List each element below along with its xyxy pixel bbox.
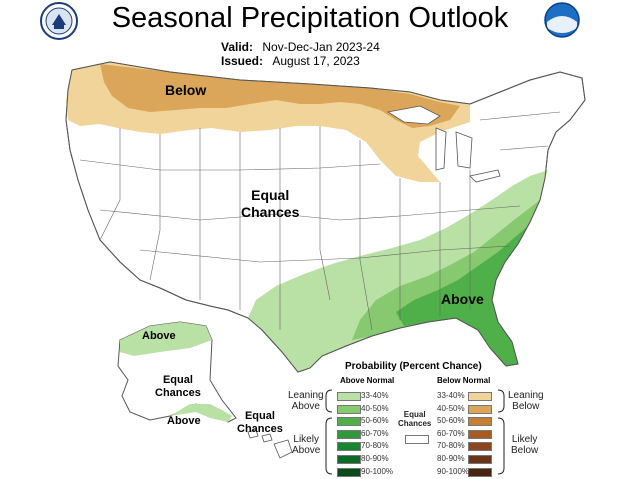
above-legend-range-label: 50-60% bbox=[361, 416, 389, 426]
issued-value: August 17, 2023 bbox=[272, 54, 360, 68]
equal-line-2: Chances bbox=[241, 204, 300, 220]
above-label: Above bbox=[441, 291, 484, 307]
hi-equal-line-2: Chances bbox=[237, 423, 283, 435]
below-legend-range-label: 80-90% bbox=[437, 454, 465, 463]
equal-line-1: Equal bbox=[251, 187, 290, 203]
alaska-equal-label: Equal Chances bbox=[155, 374, 201, 400]
likely-above-line-2: Above bbox=[292, 445, 321, 456]
above-legend-swatch bbox=[337, 429, 361, 439]
likely-below-line-1: Likely bbox=[511, 434, 538, 445]
below-legend-range-label: 50-60% bbox=[437, 416, 465, 426]
issued-label: Issued: bbox=[221, 54, 264, 68]
legend-leaning-above: Leaning Above bbox=[288, 390, 324, 412]
above-legend-swatch bbox=[337, 404, 361, 414]
above-legend-range-label: 40-50% bbox=[361, 403, 389, 413]
below-normal-header: Below Normal bbox=[437, 376, 491, 385]
likely-below-line-2: Below bbox=[511, 445, 539, 456]
likely-above-line-1: Likely bbox=[293, 434, 319, 445]
legend-likely-above: Likely Above bbox=[292, 434, 320, 456]
ak-equal-line-1: Equal bbox=[162, 374, 193, 386]
below-legend-range-label: 90-100% bbox=[437, 466, 470, 476]
above-legend-range-label: 60-70% bbox=[361, 428, 389, 438]
valid-line: Valid: Nov-Dec-Jan 2023-24 bbox=[221, 40, 380, 54]
legend-equal-swatch bbox=[405, 435, 429, 444]
below-legend-swatch bbox=[468, 417, 492, 427]
below-legend-swatch bbox=[468, 429, 492, 439]
below-legend-swatch bbox=[468, 404, 492, 414]
legend-title: Probability (Percent Chance) bbox=[345, 361, 482, 372]
hawaii bbox=[247, 429, 293, 459]
alaska-above-south bbox=[170, 404, 232, 422]
below-label: Below bbox=[165, 82, 207, 98]
noaa-logo-icon bbox=[544, 2, 580, 38]
above-legend-range-label: 80-90% bbox=[361, 454, 389, 463]
below-legend-swatch bbox=[468, 467, 492, 477]
above-normal-header: Above Normal bbox=[340, 376, 395, 385]
below-mid-region bbox=[100, 64, 460, 128]
valid-label: Valid: bbox=[221, 40, 254, 54]
legend-equal-line-2: Chances bbox=[398, 419, 432, 428]
legend-likely-below: Likely Below bbox=[511, 434, 538, 456]
alaska-above-north bbox=[120, 322, 212, 356]
below-legend-range-label: 33-40% bbox=[437, 391, 465, 400]
legend-leaning-below: Leaning Below bbox=[508, 390, 544, 412]
below-legend-range-label: 60-70% bbox=[437, 428, 465, 438]
ak-equal-line-2: Chances bbox=[155, 387, 201, 399]
leaning-above-line-2: Above bbox=[291, 401, 320, 412]
alaska-above-label: Above bbox=[142, 330, 176, 342]
noaa-nws-seal-icon bbox=[40, 2, 78, 40]
below-legend-swatch bbox=[468, 442, 492, 452]
above-legend-range-label: 33-40% bbox=[361, 391, 389, 400]
leaning-below-line-2: Below bbox=[512, 401, 540, 412]
above-dark-region bbox=[396, 226, 528, 366]
hi-equal-line-1: Equal bbox=[244, 410, 275, 422]
above-legend-swatch bbox=[337, 455, 361, 464]
above-legend-range-label: 90-100% bbox=[361, 466, 394, 476]
above-legend-swatch bbox=[337, 417, 361, 427]
above-legend-swatch bbox=[337, 467, 361, 477]
valid-value: Nov-Dec-Jan 2023-24 bbox=[262, 40, 380, 54]
page-title: Seasonal Precipitation Outlook bbox=[111, 2, 509, 34]
legend-equal-chances: Equal Chances bbox=[398, 410, 431, 428]
leaning-below-line-1: Leaning bbox=[508, 390, 544, 401]
issued-line: Issued: August 17, 2023 bbox=[221, 54, 360, 68]
below-legend-range-label: 70-80% bbox=[437, 441, 465, 451]
below-legend-swatch bbox=[468, 455, 492, 464]
above-legend-range-label: 70-80% bbox=[361, 441, 389, 451]
alaska-above-south-label: Above bbox=[167, 415, 201, 427]
leaning-above-line-1: Leaning bbox=[288, 390, 324, 401]
above-legend-swatch bbox=[337, 392, 361, 401]
below-legend-swatch bbox=[468, 392, 492, 401]
state-borders bbox=[79, 111, 561, 331]
great-lakes bbox=[386, 105, 501, 183]
below-legend-range-label: 40-50% bbox=[437, 403, 465, 413]
hawaii-equal-label: Equal Chances bbox=[237, 410, 283, 436]
equal-chances-label: Equal Chances bbox=[241, 187, 299, 221]
legend-equal-line-1: Equal bbox=[403, 410, 426, 419]
above-legend-swatch bbox=[337, 442, 361, 452]
